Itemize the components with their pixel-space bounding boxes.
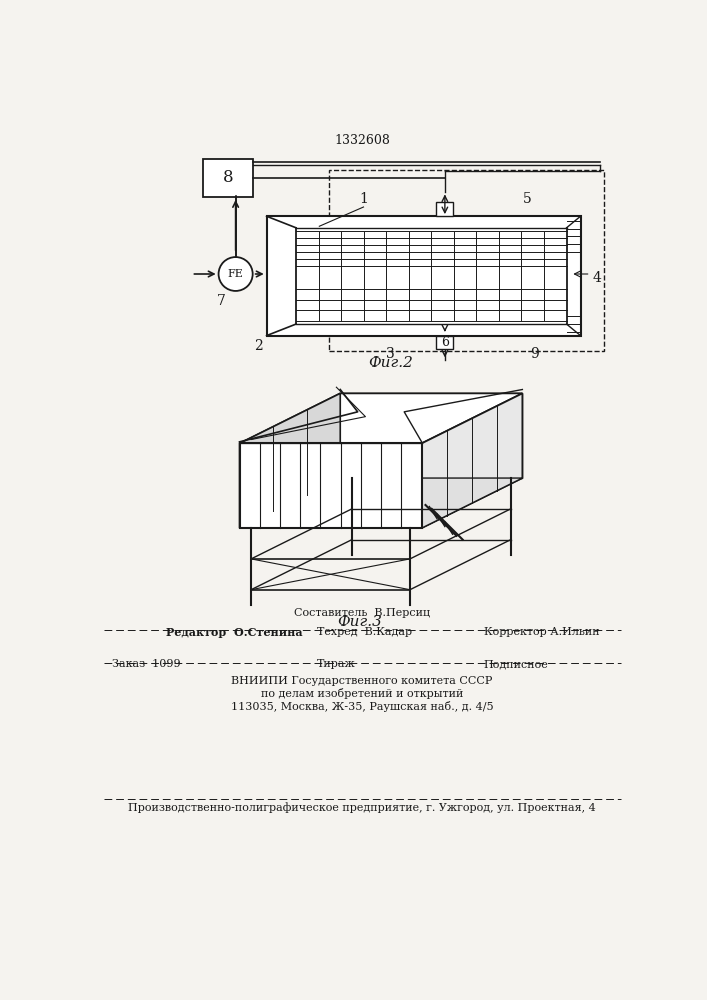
Bar [436, 202, 453, 216]
Text: 8: 8 [223, 169, 233, 186]
Text: 3: 3 [386, 347, 395, 361]
Polygon shape [240, 478, 522, 528]
Text: Корректор А.Ильин: Корректор А.Ильин [484, 627, 600, 637]
Text: 2: 2 [254, 339, 263, 353]
Polygon shape [340, 393, 522, 478]
Text: по делам изобретений и открытий: по делам изобретений и открытий [261, 688, 463, 699]
Text: FE: FE [228, 269, 244, 279]
Text: 4: 4 [592, 271, 601, 285]
Bar [267, 216, 580, 336]
Text: Производственно-полиграфическое предприятие, г. Ужгород, ул. Проектная, 4: Производственно-полиграфическое предприя… [128, 802, 596, 813]
Polygon shape [240, 393, 522, 443]
Text: Заказ  1099: Заказ 1099 [112, 659, 180, 669]
Text: 6: 6 [441, 336, 449, 349]
Text: Редактор  О.Стенина: Редактор О.Стенина [166, 627, 303, 638]
Text: 5: 5 [522, 192, 531, 206]
Text: 1: 1 [360, 192, 368, 206]
Polygon shape [240, 393, 340, 528]
Text: Составитель  В.Персиц: Составитель В.Персиц [294, 608, 430, 618]
Bar [203, 158, 253, 197]
Text: Техред  В.Кадар: Техред В.Кадар [317, 627, 412, 637]
Text: Фиг.3: Фиг.3 [337, 615, 382, 629]
Polygon shape [421, 393, 522, 528]
Text: Фиг.2: Фиг.2 [368, 356, 413, 370]
Text: 7: 7 [217, 294, 226, 308]
Text: 1332608: 1332608 [334, 134, 390, 147]
Text: ВНИИПИ Государственного комитета СССР: ВНИИПИ Государственного комитета СССР [231, 676, 493, 686]
Circle shape [218, 257, 252, 291]
Text: Подписное: Подписное [484, 659, 549, 669]
Text: 113035, Москва, Ж-35, Раушская наб., д. 4/5: 113035, Москва, Ж-35, Раушская наб., д. … [230, 701, 493, 712]
Bar [329, 170, 604, 351]
Text: Тираж: Тираж [317, 659, 356, 669]
Bar [436, 336, 453, 349]
Text: 9: 9 [530, 347, 539, 361]
Polygon shape [240, 443, 421, 528]
